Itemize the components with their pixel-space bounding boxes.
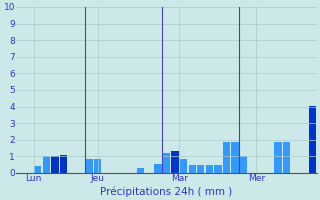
Bar	[240, 156, 247, 173]
Bar	[308, 106, 316, 173]
Bar	[137, 168, 144, 173]
X-axis label: Précipitations 24h ( mm ): Précipitations 24h ( mm )	[100, 186, 233, 197]
Bar	[197, 165, 204, 173]
Bar	[223, 142, 230, 173]
Bar	[231, 142, 239, 173]
Bar	[180, 159, 187, 173]
Bar	[60, 155, 67, 173]
Bar	[274, 142, 282, 173]
Bar	[283, 142, 290, 173]
Bar	[206, 165, 213, 173]
Bar	[94, 159, 101, 173]
Bar	[86, 159, 93, 173]
Bar	[154, 164, 162, 173]
Bar	[188, 165, 196, 173]
Bar	[34, 166, 42, 173]
Bar	[214, 165, 221, 173]
Bar	[163, 153, 170, 173]
Bar	[43, 156, 50, 173]
Bar	[51, 156, 59, 173]
Bar	[172, 151, 179, 173]
